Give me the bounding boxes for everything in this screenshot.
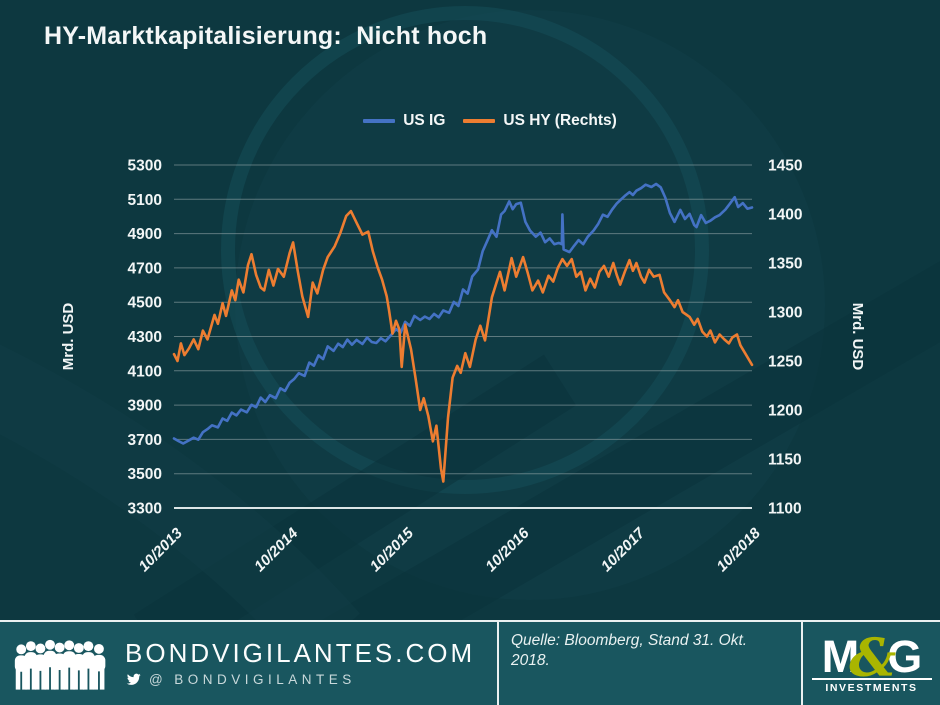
svg-text:1250: 1250 bbox=[768, 354, 802, 371]
mg-logo-subtitle: INVESTMENTS bbox=[811, 677, 932, 694]
svg-text:10/2015: 10/2015 bbox=[367, 524, 418, 575]
source-note: Quelle: Bloomberg, Stand 31. Okt. 2018. bbox=[497, 622, 801, 705]
footer: BONDVIGILANTES.COM @ BONDVIGILANTES Quel… bbox=[0, 620, 940, 705]
svg-text:Mrd. USD: Mrd. USD bbox=[849, 303, 866, 371]
svg-text:5100: 5100 bbox=[128, 192, 162, 209]
mg-letter-m: M bbox=[821, 630, 859, 682]
legend-label-us-ig: US IG bbox=[403, 112, 446, 129]
us-ig-line-swatch-icon bbox=[363, 119, 396, 123]
line-chart: 5300 5100 4900 4700 4500 4300 4100 3900 3700 3500… bbox=[60, 158, 866, 576]
svg-text:10/2017: 10/2017 bbox=[598, 524, 649, 575]
svg-text:1350: 1350 bbox=[768, 256, 802, 273]
svg-text:10/2018: 10/2018 bbox=[713, 524, 764, 575]
brand-site-name: BONDVIGILANTES.COM bbox=[125, 638, 476, 669]
svg-text:3700: 3700 bbox=[128, 432, 162, 449]
svg-text:4900: 4900 bbox=[128, 226, 162, 243]
mg-ampersand: & bbox=[849, 628, 897, 690]
svg-text:3900: 3900 bbox=[128, 398, 162, 415]
svg-text:4300: 4300 bbox=[128, 329, 162, 346]
twitter-icon bbox=[126, 673, 141, 685]
page-title: HY-Marktkapitalisierung: Nicht hoch bbox=[44, 22, 488, 50]
svg-text:10/2016: 10/2016 bbox=[482, 524, 533, 575]
legend-item-us-hy: US HY (Rechts) bbox=[463, 112, 617, 130]
svg-text:4500: 4500 bbox=[128, 295, 162, 312]
svg-text:3500: 3500 bbox=[128, 466, 162, 483]
svg-text:5300: 5300 bbox=[128, 158, 162, 175]
legend: US IG US HY (Rechts) bbox=[0, 112, 940, 130]
mg-logo-letters: M & G bbox=[812, 630, 932, 685]
svg-text:1450: 1450 bbox=[768, 158, 802, 175]
svg-text:10/2013: 10/2013 bbox=[135, 524, 186, 575]
svg-text:4700: 4700 bbox=[128, 260, 162, 277]
svg-text:Mrd. USD: Mrd. USD bbox=[60, 303, 77, 371]
twitter-at-symbol: @ bbox=[149, 671, 168, 687]
svg-text:1200: 1200 bbox=[768, 403, 802, 420]
brand-twitter-line: @ BONDVIGILANTES bbox=[125, 672, 475, 687]
svg-text:1400: 1400 bbox=[768, 207, 802, 224]
svg-text:1100: 1100 bbox=[768, 501, 802, 518]
people-crowd-icon bbox=[14, 639, 106, 690]
mg-investments-logo: M & G INVESTMENTS bbox=[811, 630, 932, 694]
svg-text:3300: 3300 bbox=[128, 501, 162, 518]
brand-text: BONDVIGILANTES.COM @ BONDVIGILANTES bbox=[125, 638, 476, 687]
footer-logo-section: M & G INVESTMENTS bbox=[801, 622, 940, 705]
footer-brand: BONDVIGILANTES.COM @ BONDVIGILANTES bbox=[0, 622, 497, 705]
legend-label-us-hy: US HY (Rechts) bbox=[503, 112, 617, 129]
svg-text:1150: 1150 bbox=[768, 452, 802, 469]
legend-item-us-ig: US IG bbox=[363, 112, 445, 130]
mg-letter-g: G bbox=[887, 630, 922, 682]
svg-text:1300: 1300 bbox=[768, 305, 802, 322]
twitter-handle: BONDVIGILANTES bbox=[174, 671, 356, 687]
svg-text:4100: 4100 bbox=[128, 363, 162, 380]
svg-text:10/2014: 10/2014 bbox=[251, 524, 302, 575]
us-hy-line-swatch-icon bbox=[463, 119, 496, 123]
